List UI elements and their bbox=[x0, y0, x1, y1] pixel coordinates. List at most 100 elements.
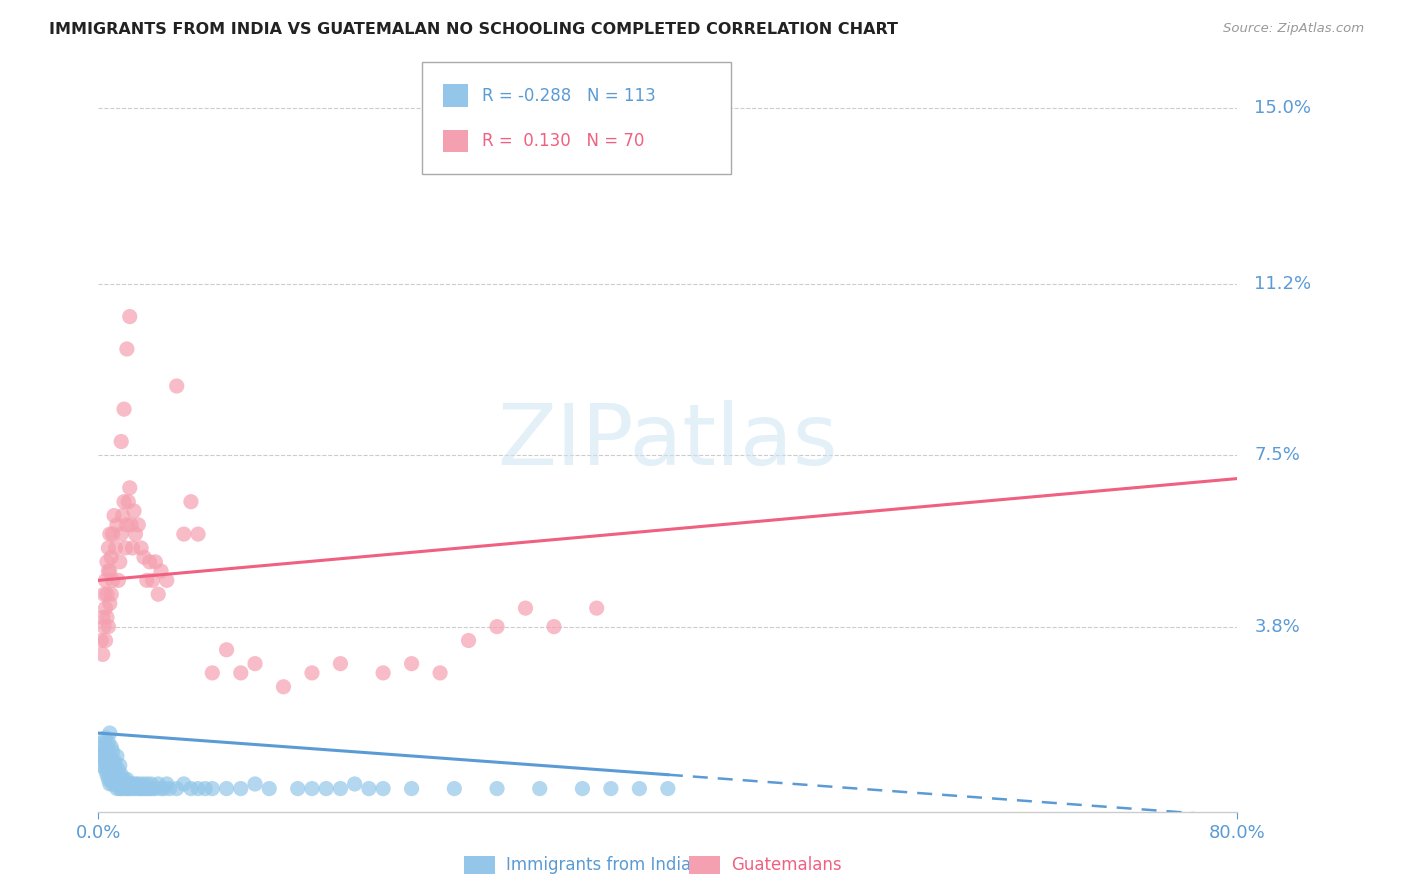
Point bbox=[585, 601, 607, 615]
Point bbox=[571, 781, 593, 796]
Point bbox=[98, 597, 121, 611]
Point bbox=[103, 763, 125, 777]
Point bbox=[373, 781, 395, 796]
Point bbox=[180, 781, 202, 796]
Point bbox=[108, 758, 131, 772]
Point bbox=[486, 781, 509, 796]
Text: 11.2%: 11.2% bbox=[1254, 276, 1312, 293]
Point bbox=[108, 781, 131, 796]
Point bbox=[98, 726, 121, 740]
Point bbox=[134, 781, 156, 796]
Text: 3.8%: 3.8% bbox=[1254, 617, 1301, 636]
Point bbox=[97, 564, 120, 578]
Point bbox=[429, 665, 451, 680]
Text: 7.5%: 7.5% bbox=[1254, 446, 1301, 465]
Point bbox=[100, 772, 122, 787]
Point bbox=[201, 781, 224, 796]
Point bbox=[329, 781, 352, 796]
Point bbox=[98, 758, 121, 772]
Point bbox=[120, 517, 142, 532]
Point bbox=[401, 781, 423, 796]
Point bbox=[141, 574, 163, 588]
Point bbox=[135, 574, 157, 588]
Point bbox=[229, 665, 252, 680]
Point bbox=[129, 781, 152, 796]
Point bbox=[110, 434, 132, 449]
Point bbox=[101, 777, 124, 791]
Point bbox=[243, 777, 266, 791]
Point bbox=[91, 739, 114, 754]
Point bbox=[401, 657, 423, 671]
Point bbox=[104, 758, 127, 772]
Point bbox=[103, 754, 125, 768]
Point bbox=[301, 665, 323, 680]
Point bbox=[166, 379, 188, 393]
Point bbox=[148, 587, 170, 601]
Point bbox=[105, 517, 128, 532]
Point bbox=[94, 601, 117, 615]
Point bbox=[98, 777, 121, 791]
Point bbox=[97, 619, 120, 633]
Point bbox=[122, 504, 145, 518]
Point bbox=[187, 781, 209, 796]
Point bbox=[91, 648, 114, 662]
Point bbox=[138, 781, 160, 796]
Point bbox=[343, 777, 366, 791]
Point bbox=[135, 777, 157, 791]
Point bbox=[117, 494, 139, 508]
Point bbox=[159, 781, 181, 796]
Point bbox=[115, 781, 138, 796]
Point bbox=[93, 754, 115, 768]
Point bbox=[515, 601, 537, 615]
Point bbox=[114, 541, 136, 555]
Point bbox=[107, 763, 129, 777]
Point bbox=[93, 619, 115, 633]
Point bbox=[127, 517, 149, 532]
Point bbox=[145, 555, 167, 569]
Point bbox=[110, 781, 132, 796]
Point bbox=[104, 541, 127, 555]
Point bbox=[97, 772, 120, 787]
Point bbox=[103, 772, 125, 787]
Point bbox=[156, 777, 179, 791]
Point bbox=[105, 772, 128, 787]
Point bbox=[124, 527, 146, 541]
Text: IMMIGRANTS FROM INDIA VS GUATEMALAN NO SCHOOLING COMPLETED CORRELATION CHART: IMMIGRANTS FROM INDIA VS GUATEMALAN NO S… bbox=[49, 22, 898, 37]
Text: Source: ZipAtlas.com: Source: ZipAtlas.com bbox=[1223, 22, 1364, 36]
Point bbox=[259, 781, 281, 796]
Point bbox=[94, 763, 117, 777]
Point bbox=[100, 550, 122, 565]
Point bbox=[101, 527, 124, 541]
Point bbox=[287, 781, 309, 796]
Point bbox=[150, 564, 173, 578]
Point bbox=[529, 781, 551, 796]
Point bbox=[121, 777, 143, 791]
Text: R = -0.288   N = 113: R = -0.288 N = 113 bbox=[482, 87, 657, 104]
Point bbox=[628, 781, 651, 796]
Point bbox=[194, 781, 217, 796]
Point bbox=[301, 781, 323, 796]
Point bbox=[118, 310, 141, 324]
Point bbox=[215, 781, 238, 796]
Point bbox=[145, 781, 167, 796]
Point bbox=[127, 777, 149, 791]
Point bbox=[97, 745, 120, 759]
Point bbox=[91, 749, 114, 764]
Point bbox=[166, 781, 188, 796]
Point bbox=[112, 781, 135, 796]
Point bbox=[101, 767, 124, 781]
Point bbox=[104, 777, 127, 791]
Point bbox=[90, 758, 112, 772]
Point bbox=[117, 781, 139, 796]
Point bbox=[129, 541, 152, 555]
Point bbox=[131, 777, 153, 791]
Point bbox=[94, 731, 117, 745]
Text: ZIPatlas: ZIPatlas bbox=[498, 400, 838, 483]
Point bbox=[457, 633, 479, 648]
Point bbox=[136, 781, 159, 796]
Point bbox=[115, 517, 138, 532]
Point bbox=[115, 772, 138, 787]
Point bbox=[124, 777, 146, 791]
Point bbox=[173, 777, 195, 791]
Point bbox=[215, 642, 238, 657]
